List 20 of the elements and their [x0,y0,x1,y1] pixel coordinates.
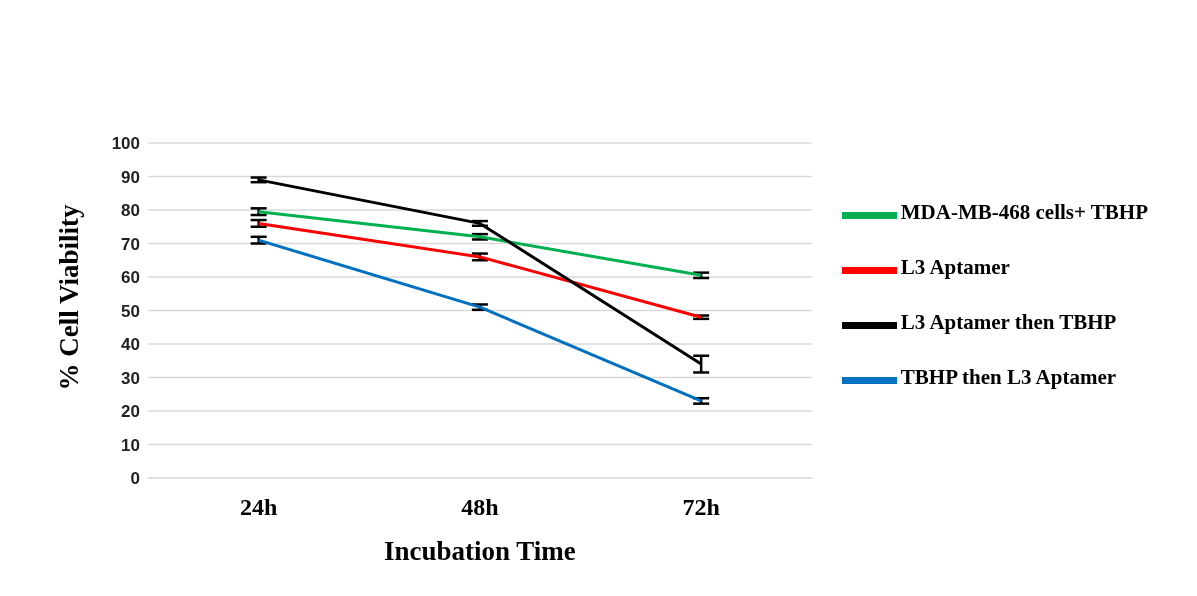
legend-label: L3 Aptamer [900,255,1010,280]
legend-label: TBHP then L3 Aptamer [900,365,1117,390]
y-tick-label: 10 [121,435,140,455]
x-axis-title: Incubation Time [383,536,576,566]
x-tick-label: 24h [239,494,278,521]
y-tick-label: 100 [111,134,140,154]
y-tick-label: 60 [121,268,140,288]
y-tick-label: 50 [121,301,140,321]
y-tick-label: 40 [121,335,140,355]
legend-label: L3 Aptamer then TBHP [900,310,1117,335]
y-tick-label: 0 [130,469,140,489]
y-tick-label: 20 [121,402,140,422]
x-tick-label: 72h [682,494,720,521]
y-tick-label: 90 [121,167,140,187]
y-axis-title: % Cell Viability [53,203,84,391]
x-tick-label: 48h [461,494,499,521]
y-tick-label: 30 [121,368,140,388]
legend-label: MDA-MB-468 cells+ TBHP [900,200,1148,225]
y-tick-label: 70 [121,234,140,254]
y-tick-label: 80 [121,201,140,221]
